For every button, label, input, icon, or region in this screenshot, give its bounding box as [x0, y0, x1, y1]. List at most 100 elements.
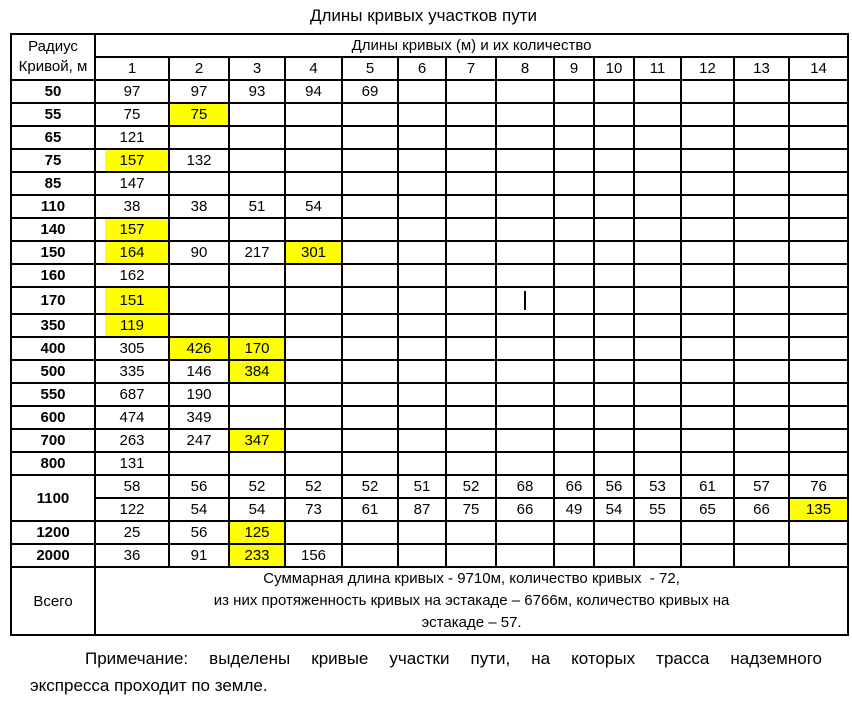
total-line-2: из них протяженность кривых на эстакаде … — [213, 592, 730, 609]
data-cell — [553, 79, 595, 104]
data-cell — [495, 313, 555, 338]
data-cell — [593, 286, 635, 315]
data-cell: 52 — [341, 474, 399, 499]
data-cell — [445, 451, 497, 476]
data-cell — [397, 336, 447, 361]
radius-cell: 1200 — [10, 520, 96, 545]
data-cell — [341, 405, 399, 430]
data-cell — [341, 451, 399, 476]
radius-cell: 400 — [10, 336, 96, 361]
data-cell: 94 — [284, 79, 343, 104]
data-cell — [633, 428, 682, 453]
data-cell: 56 — [593, 474, 635, 499]
data-cell: 91 — [168, 543, 230, 568]
data-cell — [168, 451, 230, 476]
data-cell — [495, 428, 555, 453]
data-cell: 49 — [553, 497, 595, 522]
table-body: 50 97 97 93 94 69 55 75 75 65 121 75 157 132 85 147 110 3… — [10, 79, 850, 568]
data-cell — [228, 125, 286, 150]
data-cell — [445, 217, 497, 242]
data-cell: 57 — [733, 474, 790, 499]
data-cell: 66 — [733, 497, 790, 522]
data-cell — [495, 382, 555, 407]
data-cell — [284, 520, 343, 545]
data-cell — [593, 240, 635, 265]
data-cell — [680, 148, 735, 173]
data-cell: 68 — [495, 474, 555, 499]
radius-cell: 75 — [10, 148, 96, 173]
data-cell: 426 — [168, 336, 230, 361]
data-cell — [633, 194, 682, 219]
data-cell — [341, 148, 399, 173]
data-cell — [787, 102, 850, 127]
footnote-line-1: Примечание: выделены кривые участки пути… — [85, 649, 822, 668]
data-cell — [553, 313, 595, 338]
data-cell — [284, 125, 343, 150]
data-cell — [445, 543, 497, 568]
total-row: Всего Суммарная длина кривых - 9710м, ко… — [10, 566, 850, 636]
data-cell — [553, 171, 595, 196]
radius-cell: 500 — [10, 359, 96, 384]
data-cell — [733, 451, 790, 476]
data-cell — [680, 286, 735, 315]
data-cell — [284, 336, 343, 361]
data-cell — [341, 359, 399, 384]
data-cell — [397, 125, 447, 150]
data-cell — [341, 263, 399, 288]
data-cell — [733, 240, 790, 265]
data-cell: 121 — [94, 125, 170, 150]
data-cell: 53 — [633, 474, 682, 499]
data-cell — [341, 194, 399, 219]
data-cell: 52 — [228, 474, 286, 499]
table-row: 140 157 — [10, 217, 850, 242]
data-cell — [593, 359, 635, 384]
table-row: 1200 25 56 125 — [10, 520, 850, 545]
data-cell — [168, 125, 230, 150]
data-cell — [445, 171, 497, 196]
data-cell — [680, 263, 735, 288]
data-cell — [733, 286, 790, 315]
data-cell — [633, 79, 682, 104]
data-cell — [284, 286, 343, 315]
total-line-3: эстакаде – 57. — [421, 614, 522, 631]
data-cell: 52 — [445, 474, 497, 499]
total-line-1: Суммарная длина кривых - 9710м, количест… — [263, 570, 680, 587]
table-row: 55 75 75 — [10, 102, 850, 127]
data-cell — [553, 217, 595, 242]
data-cell — [680, 217, 735, 242]
data-cell — [553, 263, 595, 288]
column-number-11: 11 — [633, 56, 682, 81]
data-cell: 51 — [397, 474, 447, 499]
data-cell — [495, 451, 555, 476]
data-cell: 132 — [168, 148, 230, 173]
data-cell — [445, 240, 497, 265]
data-cell: 305 — [94, 336, 170, 361]
data-cell — [787, 263, 850, 288]
data-cell — [633, 102, 682, 127]
data-cell — [633, 125, 682, 150]
data-cell — [733, 102, 790, 127]
data-cell: 157 — [94, 148, 170, 173]
footnote: Примечание: выделены кривые участки пути… — [30, 645, 822, 699]
data-cell: 263 — [94, 428, 170, 453]
data-cell — [553, 286, 595, 315]
data-cell — [680, 405, 735, 430]
data-cell — [341, 336, 399, 361]
data-cell: 54 — [284, 194, 343, 219]
data-cell — [733, 313, 790, 338]
data-cell — [397, 382, 447, 407]
table-row: 122 54 54 73 61 87 75 66 49 54 55 65 66 135 — [11, 497, 850, 522]
column-number-13: 13 — [733, 56, 790, 81]
data-cell: 151 — [94, 286, 170, 315]
data-cell: 75 — [94, 102, 170, 127]
data-cell — [495, 125, 555, 150]
data-cell — [341, 240, 399, 265]
data-cell — [341, 217, 399, 242]
data-cell: 38 — [94, 194, 170, 219]
data-cell — [445, 313, 497, 338]
data-cell — [680, 194, 735, 219]
data-cell — [787, 240, 850, 265]
data-cell — [593, 543, 635, 568]
column-number-1: 1 — [94, 56, 170, 81]
data-cell — [733, 359, 790, 384]
